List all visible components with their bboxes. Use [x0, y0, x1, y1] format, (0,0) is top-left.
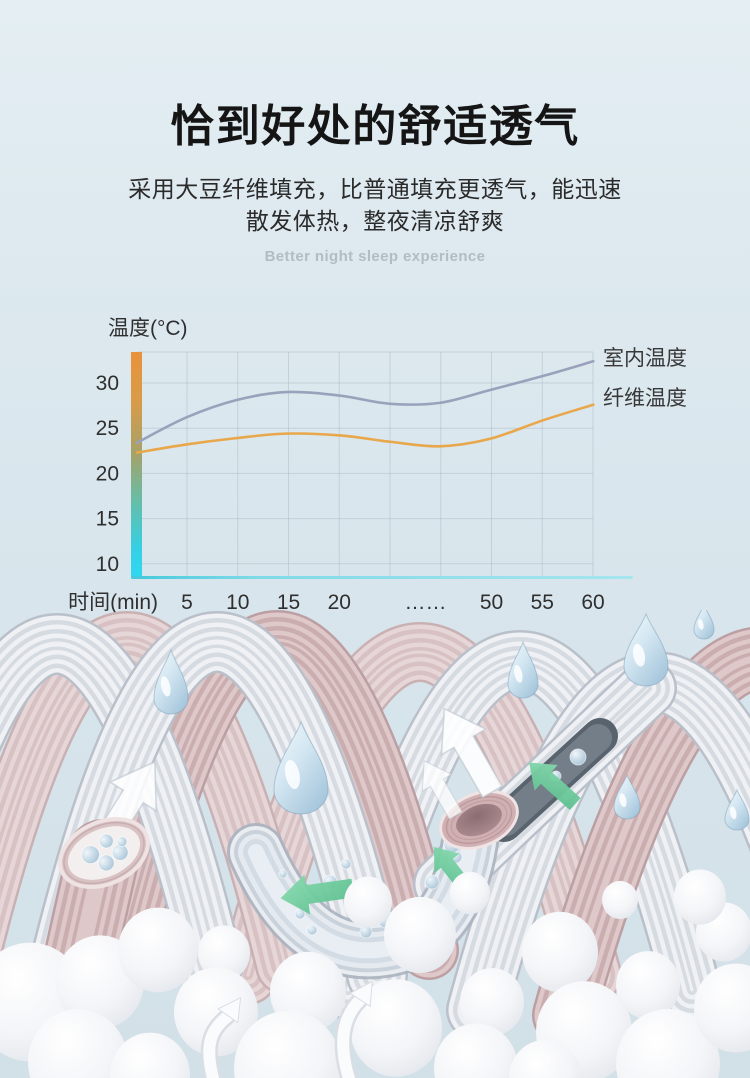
water-droplet: [153, 648, 189, 715]
x-tick-label: 20: [328, 591, 351, 614]
foam-sphere: [616, 951, 680, 1019]
airflow-arrow-green: [280, 874, 355, 915]
foam-sphere: [350, 979, 442, 1077]
moisture-bead: [98, 833, 114, 849]
airflow-arrow-white: [421, 760, 463, 820]
y-axis-gradient-bar: [131, 352, 142, 577]
x-tick-label: 15: [277, 591, 300, 614]
water-droplet: [693, 610, 715, 640]
y-axis-title: 温度(°C): [108, 317, 188, 340]
foam-sphere: [118, 907, 198, 993]
water-droplet: [724, 788, 750, 831]
header-section: 恰到好处的舒适透气 采用大豆纤维填充，比普通填充更透气，能迅速 散发体热，整夜清…: [0, 0, 750, 265]
foam-sphere: [434, 1023, 518, 1078]
airflow-arrow-white: [200, 996, 242, 1078]
subtitle-line-1: 采用大豆纤维填充，比普通填充更透气，能迅速: [128, 176, 622, 202]
y-tick-label: 15: [96, 508, 119, 531]
foam-sphere: [460, 968, 524, 1036]
series-line-fiber-temp: [135, 403, 595, 454]
moisture-bead: [359, 925, 373, 939]
foam-sphere: [384, 896, 456, 974]
y-tick-label: 20: [96, 462, 119, 485]
page-title: 恰到好处的舒适透气: [170, 102, 580, 151]
water-droplet: [273, 720, 329, 815]
foam-sphere: [450, 871, 490, 915]
fiber-tube: [26, 611, 408, 1006]
airflow-arrow-white: [440, 707, 504, 799]
x-axis-line: [131, 576, 633, 579]
moisture-bead: [424, 874, 440, 890]
moisture-bead: [278, 869, 288, 879]
y-tick-label: 10: [96, 553, 119, 576]
x-tick-label: 5: [181, 591, 193, 614]
moisture-bead: [116, 836, 128, 848]
subtitle-line-2: 散发体热，整夜清凉舒爽: [245, 208, 505, 234]
fiber-cross-section: [439, 790, 519, 850]
x-tick-label: 10: [226, 591, 249, 614]
water-droplet: [623, 612, 669, 687]
x-tick-label: ……: [405, 591, 447, 614]
fiber-tube: [532, 627, 750, 1047]
foam-sphere: [602, 880, 638, 920]
water-droplet: [613, 773, 641, 820]
moisture-bead: [306, 924, 318, 936]
subtitle: 采用大豆纤维填充，比普通填充更透气，能迅速 散发体热，整夜清凉舒爽: [0, 173, 750, 237]
airflow-arrow-green: [529, 762, 581, 810]
legend-label: 纤维温度: [603, 387, 687, 410]
y-tick-label: 30: [96, 372, 119, 395]
x-tick-label: 55: [531, 591, 554, 614]
foam-sphere: [198, 925, 250, 981]
x-axis-title: 时间(min): [68, 591, 158, 614]
airflow-arrow-white: [334, 980, 373, 1078]
x-tick-label: 60: [581, 591, 604, 614]
fiber-cross-section: [58, 817, 150, 889]
moisture-bead: [340, 858, 352, 870]
moisture-bead: [294, 908, 306, 920]
y-tick-label: 25: [96, 417, 119, 440]
foam-sphere: [234, 1010, 342, 1078]
water-droplet: [507, 640, 539, 699]
fiber-tube: [0, 613, 244, 996]
foam-sphere: [509, 1039, 581, 1078]
foam-sphere: [110, 1032, 190, 1078]
moisture-bead: [569, 748, 587, 766]
fiber-breathability-illustration: [0, 610, 750, 1078]
series-line-indoor-temp: [135, 360, 595, 444]
foam-sphere: [522, 911, 598, 993]
foam-sphere: [694, 963, 750, 1053]
moisture-bead: [97, 854, 115, 872]
foam-sphere: [674, 869, 726, 925]
foam-sphere: [28, 1009, 128, 1078]
foam-sphere: [174, 967, 258, 1057]
moisture-bead: [80, 845, 100, 865]
fiber-tube: [0, 611, 315, 995]
legend-label: 室内温度: [603, 347, 687, 370]
x-tick-label: 50: [480, 591, 503, 614]
foam-sphere: [616, 1008, 720, 1078]
caption-english: Better night sleep experience: [264, 248, 486, 265]
moisture-bead: [111, 843, 129, 861]
foam-sphere: [344, 876, 392, 928]
